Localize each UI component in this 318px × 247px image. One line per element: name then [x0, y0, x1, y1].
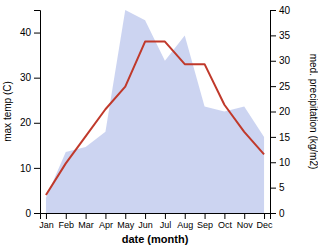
y-axis: 0 10 20 30 40	[20, 11, 41, 219]
tick-label: 20	[20, 117, 32, 128]
tick-label: 5	[279, 182, 285, 193]
tick-label: 15	[279, 132, 291, 143]
tick-mark	[270, 137, 276, 138]
tick-label: Jul	[160, 220, 172, 230]
tick-mark	[66, 213, 67, 219]
axis-line	[34, 11, 41, 214]
tick-label: 35	[279, 30, 291, 41]
tick: 0	[270, 208, 285, 219]
tick: 40	[20, 27, 40, 38]
tick-mark	[34, 123, 40, 124]
tick: Nov	[237, 213, 254, 230]
tick: 10	[20, 163, 40, 174]
tick: Oct	[218, 213, 233, 230]
tick-label: Oct	[218, 220, 233, 230]
tick-mark	[264, 213, 265, 219]
tick: Feb	[59, 213, 75, 230]
tick-label: May	[117, 220, 135, 230]
tick-mark	[125, 213, 126, 219]
tick: 10	[270, 157, 291, 168]
tick: 0	[25, 208, 40, 219]
axis-line	[271, 11, 277, 214]
tick-mark	[46, 213, 47, 219]
area	[46, 10, 264, 213]
tick: 40	[270, 5, 291, 16]
tick-mark	[34, 78, 40, 79]
tick-label: Jan	[39, 220, 54, 230]
tick-label: 10	[279, 157, 291, 168]
tick-label: Aug	[177, 220, 193, 230]
tick-mark	[270, 213, 276, 214]
tick-label: 30	[20, 72, 32, 83]
tick: Aug	[177, 213, 193, 230]
tick-mark	[34, 168, 40, 169]
tick-mark	[270, 10, 276, 11]
tick: Jul	[160, 213, 172, 230]
tick-mark	[145, 213, 146, 219]
tick: Dec	[257, 213, 274, 230]
plot: Jan FebMar Apr MayJun Jul Aug Sep Oct NovDec 0 10 2…	[20, 5, 291, 231]
tick-label: Feb	[59, 220, 75, 230]
tick: 20	[270, 106, 291, 117]
y2-axis-title: med. precipitation (kg/m2)	[308, 54, 318, 170]
line	[46, 42, 264, 195]
tick-mark	[270, 162, 276, 163]
tick-mark	[205, 213, 206, 219]
axis-line	[41, 214, 271, 220]
tick-label: 40	[20, 27, 32, 38]
tick: Mar	[78, 213, 94, 230]
tick: 35	[270, 30, 291, 41]
marks	[46, 10, 264, 213]
tick-mark	[165, 213, 166, 219]
tick-label: Sep	[197, 220, 213, 230]
tick: Jan	[39, 213, 54, 230]
tick: May	[117, 213, 135, 230]
y2-axis: 0 5 10 15 20 25 30 35 40	[270, 5, 291, 219]
tick-mark	[34, 213, 40, 214]
tick-mark	[224, 213, 225, 219]
tick-label: 10	[20, 163, 32, 174]
tick-label: 30	[279, 55, 291, 66]
tick-mark	[270, 86, 276, 87]
tick: 5	[270, 182, 285, 193]
tick-label: Jun	[138, 220, 153, 230]
tick-label: Nov	[237, 220, 254, 230]
tick-label: Apr	[99, 220, 113, 230]
tick: 30	[20, 72, 40, 83]
tick-mark	[185, 213, 186, 219]
y-axis-title: max temp (C)	[2, 81, 13, 142]
tick-mark	[86, 213, 87, 219]
tick: Apr	[99, 213, 113, 230]
tick-mark	[270, 188, 276, 189]
tick-label: 20	[279, 106, 291, 117]
chart: Jan FebMar Apr MayJun Jul Aug Sep Oct NovDec 0 10 2…	[0, 0, 318, 247]
tick-mark	[270, 61, 276, 62]
x-axis: Jan FebMar Apr MayJun Jul Aug Sep Oct NovDec	[39, 213, 273, 230]
tick-label: 40	[279, 5, 291, 16]
tick-mark	[105, 213, 106, 219]
tick-mark	[270, 35, 276, 36]
tick: 25	[270, 81, 291, 92]
tick: 15	[270, 132, 291, 143]
x-axis-title: date (month)	[122, 233, 189, 245]
tick-mark	[34, 33, 40, 34]
tick-mark	[270, 112, 276, 113]
tick-label: Dec	[257, 220, 274, 230]
tick: Sep	[197, 213, 213, 230]
tick-label: 25	[279, 81, 291, 92]
tick-label: 0	[279, 208, 285, 219]
tick: 30	[270, 55, 291, 66]
tick-label: Mar	[78, 220, 94, 230]
tick: 20	[20, 117, 40, 128]
tick-mark	[244, 213, 245, 219]
tick: Jun	[138, 213, 153, 230]
tick-label: 0	[25, 208, 31, 219]
